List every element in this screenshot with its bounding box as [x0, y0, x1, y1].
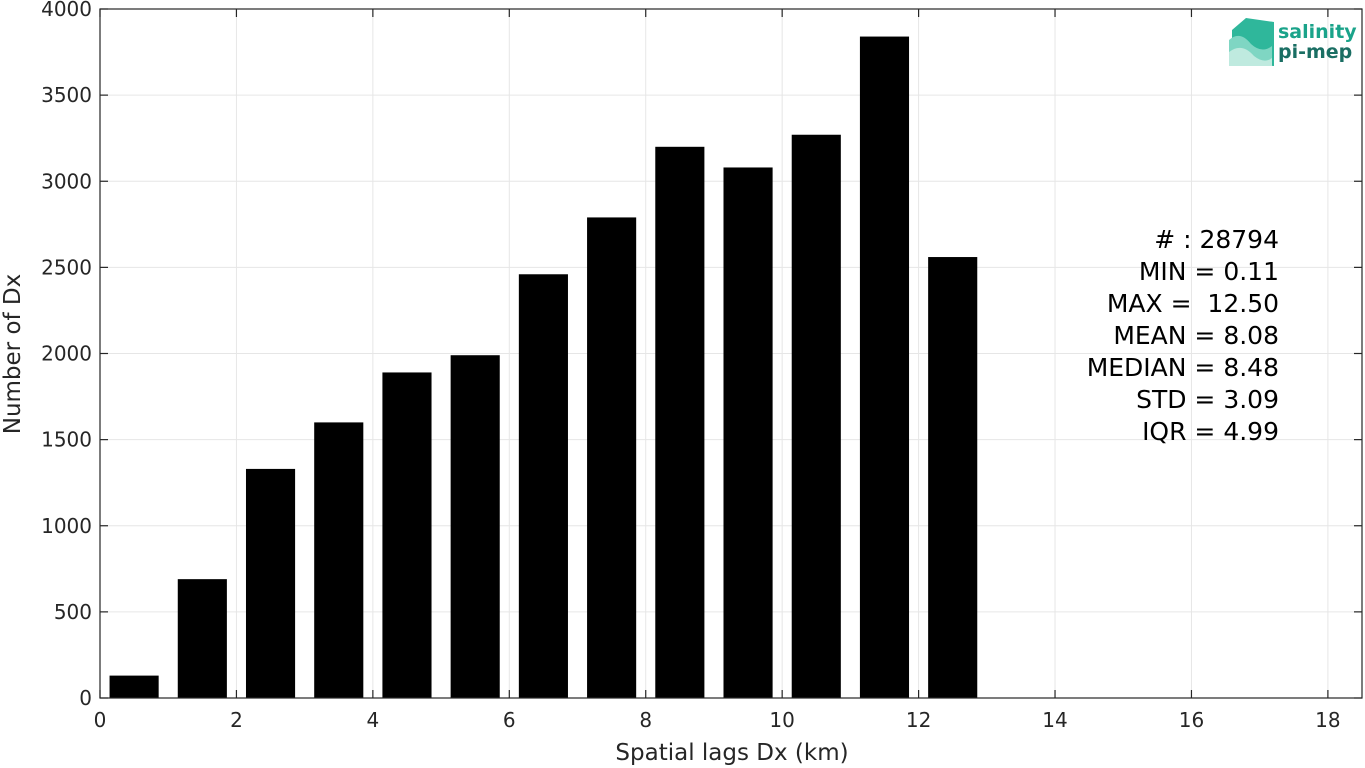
- x-tick-label: 18: [1315, 708, 1340, 732]
- histogram-bar: [109, 675, 159, 698]
- y-tick-label: 2000: [41, 342, 92, 366]
- wave-logo-icon: [1229, 18, 1274, 66]
- y-tick-label: 4000: [41, 0, 92, 21]
- histogram-bar: [518, 274, 568, 698]
- histogram-bars: [109, 36, 978, 699]
- x-tick-label: 4: [366, 708, 379, 732]
- y-tick-label: 0: [79, 686, 92, 710]
- histogram-bar: [314, 422, 364, 698]
- stats-line: MAX = 12.50: [1107, 289, 1279, 318]
- histogram-bar: [450, 355, 500, 698]
- y-tick-label: 3000: [41, 169, 92, 193]
- histogram-bar: [177, 579, 227, 698]
- x-tick-label: 12: [906, 708, 931, 732]
- x-tick-label: 6: [503, 708, 516, 732]
- x-tick-label: 16: [1179, 708, 1204, 732]
- histogram-bar: [723, 167, 773, 699]
- x-axis-title: Spatial lags Dx (km): [615, 740, 848, 766]
- x-tick-label: 2: [230, 708, 243, 732]
- x-tick-label: 10: [769, 708, 794, 732]
- stats-line: MIN = 0.11: [1139, 257, 1279, 286]
- y-tick-label: 1500: [41, 428, 92, 452]
- stats-line: STD = 3.09: [1136, 385, 1279, 414]
- logo: salinity pi-mep: [1229, 18, 1357, 66]
- histogram-bar: [859, 36, 910, 699]
- y-tick-label: 1000: [41, 514, 92, 538]
- stats-line: # : 28794: [1154, 225, 1279, 254]
- histogram-bar: [791, 134, 841, 698]
- logo-text-line2: pi-mep: [1278, 41, 1352, 63]
- stats-line: MEAN = 8.08: [1113, 321, 1279, 350]
- x-axis-ticks: 0 2 4 6 8 10 12 14 16 18: [94, 9, 1341, 732]
- y-axis-title: Number of Dx: [0, 274, 26, 435]
- y-tick-label: 500: [54, 600, 92, 624]
- logo-text-line1: salinity: [1278, 21, 1357, 43]
- histogram-bar: [928, 257, 978, 698]
- histogram-bar: [587, 217, 637, 699]
- x-tick-label: 0: [94, 708, 107, 732]
- histogram-bar: [655, 146, 705, 699]
- histogram-bar: [245, 468, 296, 698]
- y-tick-label: 3500: [41, 83, 92, 107]
- stats-line: IQR = 4.99: [1142, 417, 1279, 446]
- x-tick-label: 14: [1042, 708, 1067, 732]
- statistics-box: # : 28794 MIN = 0.11 MAX = 12.50 MEAN = 8.0…: [1087, 225, 1279, 446]
- y-tick-label: 2500: [41, 255, 92, 279]
- y-axis-ticks: 0 500 1000 1500 2000 2500 3000 3500 4000: [41, 0, 1362, 710]
- histogram-bar: [382, 372, 432, 698]
- x-tick-label: 8: [639, 708, 652, 732]
- stats-line: MEDIAN = 8.48: [1087, 353, 1279, 382]
